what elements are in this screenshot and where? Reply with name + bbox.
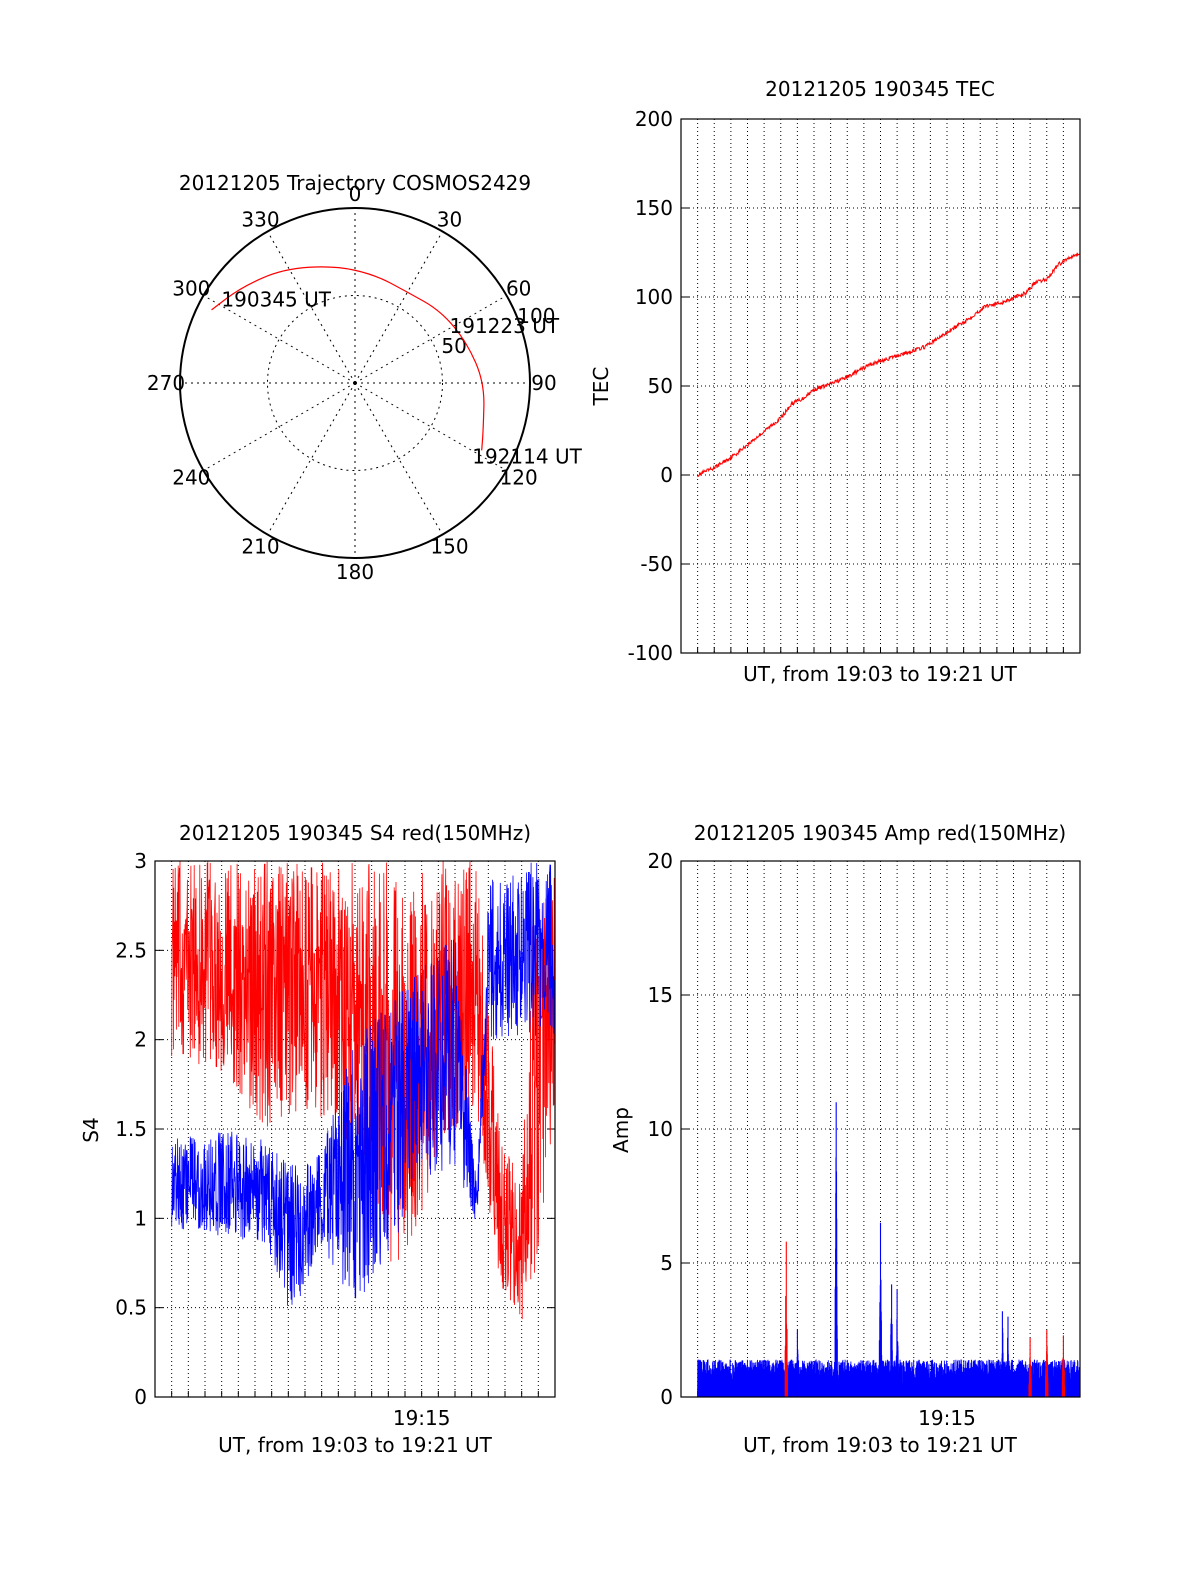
amp-spike-blue-2 <box>878 1222 883 1397</box>
s4-ytick-label: 3 <box>134 849 147 873</box>
tec-ytick-label: 0 <box>660 463 673 487</box>
s4-ylabel: S4 <box>79 1117 103 1142</box>
amp-spike-red-1 <box>1028 1338 1032 1397</box>
polar-trajectory <box>211 266 485 451</box>
tec-ytick-label: 150 <box>635 196 673 220</box>
s4-title: 20121205 190345 S4 red(150MHz) <box>179 821 531 845</box>
s4-ytick-label: 2 <box>134 1028 147 1052</box>
tec-ylabel: TEC <box>589 367 613 407</box>
amp-xlabel: UT, from 19:03 to 19:21 UT <box>743 1433 1018 1457</box>
polar-spoke-120 <box>354 382 507 471</box>
s4-xlabel: UT, from 19:03 to 19:21 UT <box>218 1433 493 1457</box>
amp-spike-blue-5 <box>1000 1311 1005 1397</box>
tec-ytick-label: 100 <box>635 285 673 309</box>
tec-ytick-label: 50 <box>648 374 673 398</box>
amp-spike-blue-6 <box>1006 1316 1010 1397</box>
polar-angle-label-180: 180 <box>336 560 374 584</box>
amp-spike-red-2 <box>1045 1330 1049 1397</box>
amp-chart: 20121205 190345 Amp red(150MHz) 0 5 10 15 20… <box>609 821 1081 1457</box>
polar-annotations: 190345 UT 191223 UT 192114 UT <box>221 288 582 469</box>
tec-chart: 20121205 190345 TEC -100-50050100150200 … <box>589 77 1081 686</box>
polar-spoke-300 <box>203 295 356 384</box>
polar-angle-label-270: 270 <box>147 371 185 395</box>
polar-title: 20121205 Trajectory COSMOS2429 <box>179 171 531 195</box>
polar-annotation-2: 192114 UT <box>472 444 582 468</box>
tec-series-line <box>697 252 1081 478</box>
polar-angle-label-240: 240 <box>172 466 210 490</box>
amp-ytick-label: 0 <box>660 1385 673 1409</box>
amp-spike-red-0 <box>784 1241 788 1397</box>
polar-angle-label-300: 300 <box>172 277 210 301</box>
tec-ytick-label: -100 <box>628 641 673 665</box>
amp-spike-blue-1 <box>834 1102 838 1397</box>
amp-series-blue-noise <box>697 1359 1081 1398</box>
polar-annotation-1: 191223 UT <box>450 314 560 338</box>
s4-plot-area: 0 0.5 1 1.5 2 2.5 3 19:15 <box>115 849 556 1430</box>
amp-spike-blue-4 <box>895 1289 899 1397</box>
polar-spoke-330 <box>267 231 356 384</box>
polar-grid <box>179 207 531 559</box>
s4-ytick-label: 1.5 <box>115 1117 147 1141</box>
tec-title: 20121205 190345 TEC <box>765 77 995 101</box>
polar-spoke-150 <box>354 382 443 535</box>
tec-grid <box>681 118 1080 654</box>
polar-angle-label-150: 150 <box>430 535 468 559</box>
tec-ytick-label: -50 <box>640 552 673 576</box>
amp-title: 20121205 190345 Amp red(150MHz) <box>694 821 1066 845</box>
amp-ytick-label: 10 <box>648 1117 673 1141</box>
polar-angle-label-30: 30 <box>437 207 462 231</box>
polar-grid-circle-0 <box>267 295 443 471</box>
amp-plot-area: 0 5 10 15 20 19:15 <box>648 849 1081 1430</box>
polar-angle-label-210: 210 <box>241 535 279 559</box>
polar-angle-label-330: 330 <box>241 207 279 231</box>
polar-spoke-240 <box>203 382 356 471</box>
polar-spoke-30 <box>354 231 443 384</box>
polar-chart: 20121205 Trajectory COSMOS2429 0 30 60 90 12… <box>147 171 583 584</box>
amp-spike-blue-0 <box>795 1330 800 1397</box>
polar-angle-labels: 0 30 60 90 120 150 180 210 240 270 300 330 <box>147 182 557 584</box>
tec-plot-area: -100 -50 0 50 100 150 200 <box>628 107 1081 665</box>
tec-ytick-label: 200 <box>635 107 673 131</box>
s4-series-blue <box>171 862 556 1306</box>
polar-radial-label-100: 100 <box>517 304 555 328</box>
s4-xtick-label: 19:15 <box>393 1406 451 1430</box>
polar-annotation-0: 190345 UT <box>221 288 331 312</box>
polar-spoke-60 <box>354 295 507 384</box>
polar-angle-label-60: 60 <box>506 277 531 301</box>
s4-frame <box>154 860 556 1398</box>
polar-angle-label-0: 0 <box>349 182 362 206</box>
s4-ytick-label: 2.5 <box>115 938 147 962</box>
s4-ytick-label: 0.5 <box>115 1296 147 1320</box>
s4-ytick-label: 0 <box>134 1385 147 1409</box>
amp-ytick-label: 20 <box>648 849 673 873</box>
s4-series-red <box>171 861 556 1320</box>
s4-chart: 20121205 190345 S4 red(150MHz) 0 0.5 1 1.5 2… <box>79 821 556 1457</box>
polar-spoke-210 <box>267 382 356 535</box>
amp-ylabel: Amp <box>609 1107 633 1153</box>
amp-spike-red-3 <box>1061 1335 1066 1397</box>
tec-xlabel: UT, from 19:03 to 19:21 UT <box>743 662 1018 686</box>
tec-frame <box>680 118 1081 654</box>
amp-ytick-label: 5 <box>660 1251 673 1275</box>
amp-xtick-label: 19:15 <box>918 1406 976 1430</box>
polar-angle-label-120: 120 <box>500 466 538 490</box>
amp-frame <box>680 860 1081 1398</box>
amp-ytick-label: 15 <box>648 983 673 1007</box>
s4-ytick-label: 1 <box>134 1206 147 1230</box>
amp-spike-blue-3 <box>889 1284 894 1397</box>
polar-angle-label-90: 90 <box>531 371 556 395</box>
